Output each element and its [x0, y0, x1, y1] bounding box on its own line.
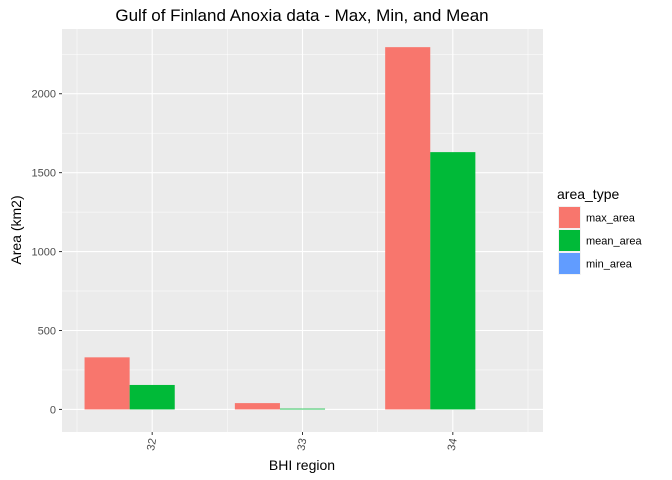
legend-label-max_area: max_area: [586, 213, 636, 225]
bars: [84, 47, 476, 410]
bar-mean_area-32: [129, 384, 175, 410]
legend-label-mean_area: mean_area: [586, 236, 643, 248]
x-tick-label: 34: [446, 437, 460, 451]
y-tick-label: 500: [38, 326, 56, 338]
bar-mean_area-33: [279, 408, 326, 410]
x-axis-title: BHI region: [269, 457, 335, 473]
grid-lines: [62, 29, 543, 432]
y-tick-label: 1500: [32, 168, 56, 180]
x-axis: 32 33 34: [145, 432, 460, 452]
legend-swatch-min_area: [559, 253, 580, 274]
bar-max_area-32: [84, 357, 130, 410]
legend-label-min_area: min_area: [586, 259, 633, 271]
y-axis: 0 500 1000 1500 2000: [32, 89, 62, 416]
y-tick-label: 2000: [32, 89, 56, 101]
chart-title: Gulf of Finland Anoxia data - Max, Min, …: [115, 6, 488, 25]
y-axis-title: Area (km2): [8, 195, 24, 264]
bar-max_area-33: [234, 403, 280, 410]
legend-swatch-mean_area: [559, 230, 580, 251]
y-tick-label: 0: [50, 404, 56, 416]
bar-max_area-34: [385, 47, 431, 410]
legend-swatch-max_area: [559, 207, 580, 228]
y-tick-label: 1000: [32, 247, 56, 259]
x-tick-label: 33: [296, 437, 310, 451]
bar-mean_area-34: [430, 152, 476, 410]
x-tick-label: 32: [145, 437, 159, 451]
legend-title: area_type: [557, 186, 619, 202]
legend: area_type max_area mean_area min_area: [557, 186, 643, 275]
